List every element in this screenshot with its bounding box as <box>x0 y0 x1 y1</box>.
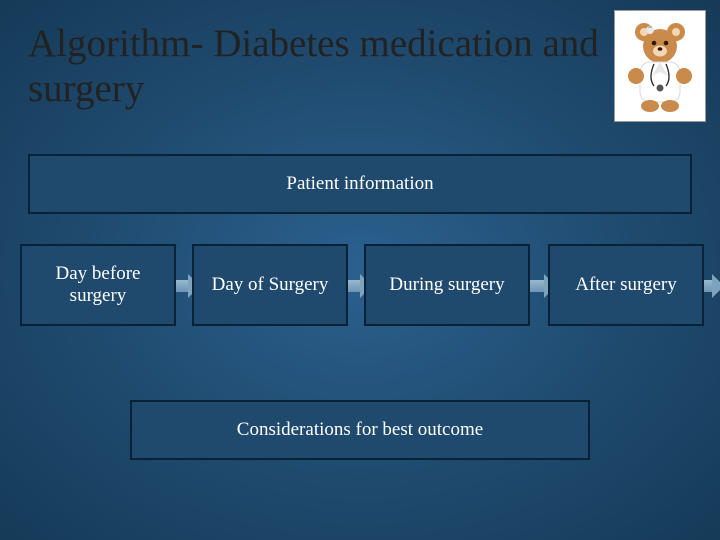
slide-title: Algorithm- Diabetes medication and surge… <box>28 22 600 112</box>
box-patient-information: Patient information <box>28 154 692 214</box>
box-day-of-surgery: Day of Surgery <box>192 244 348 326</box>
arrow-a-to-b <box>176 280 190 292</box>
arrow-d-to-next <box>704 280 714 292</box>
teddy-bear-doctor-icon <box>622 18 698 114</box>
teddy-image-frame <box>614 10 706 122</box>
box-day-before-surgery: Day before surgery <box>20 244 176 326</box>
box-considerations: Considerations for best outcome <box>130 400 590 460</box>
box-during-surgery: During surgery <box>364 244 530 326</box>
arrow-b-to-c <box>348 280 362 292</box>
box-after-surgery: After surgery <box>548 244 704 326</box>
arrow-c-to-d <box>530 280 546 292</box>
